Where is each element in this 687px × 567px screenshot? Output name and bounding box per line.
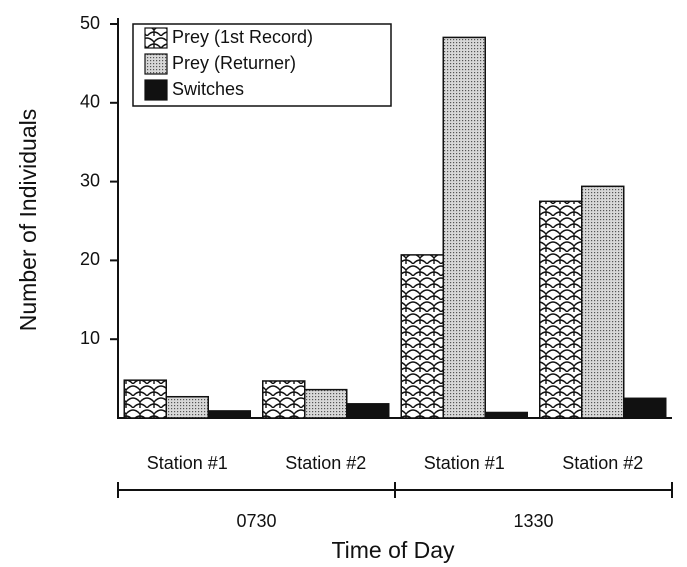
bar — [346, 403, 390, 419]
y-tick-label: 10 — [80, 328, 100, 348]
x-tick-label: Station #1 — [424, 453, 505, 473]
legend-swatch — [144, 79, 168, 101]
bar — [539, 200, 583, 419]
legend — [132, 23, 392, 107]
y-axis-title: Number of Individuals — [15, 109, 41, 331]
bar — [400, 254, 444, 419]
y-tick-label: 50 — [80, 13, 100, 33]
x-tick-label: Station #2 — [285, 453, 366, 473]
legend-swatch — [144, 27, 168, 49]
y-tick-label: 40 — [80, 92, 100, 112]
bar — [581, 185, 625, 419]
group-label: 1330 — [513, 511, 553, 531]
bar — [304, 388, 348, 419]
legend-label: Switches — [172, 79, 244, 99]
bar — [442, 36, 486, 419]
bar — [165, 395, 209, 419]
x-tick-label: Station #1 — [147, 453, 228, 473]
bar — [123, 379, 167, 419]
bar — [207, 410, 251, 419]
x-tick-label: Station #2 — [562, 453, 643, 473]
group-label: 0730 — [236, 511, 276, 531]
x-axis-title: Time of Day — [331, 537, 455, 563]
legend-label: Prey (1st Record) — [172, 27, 313, 47]
bar — [262, 380, 306, 419]
legend-label: Prey (Returner) — [172, 53, 296, 73]
legend-swatch — [144, 53, 168, 75]
y-tick-label: 20 — [80, 249, 100, 269]
bar — [484, 411, 528, 419]
bar — [623, 397, 667, 419]
y-tick-label: 30 — [80, 170, 100, 190]
